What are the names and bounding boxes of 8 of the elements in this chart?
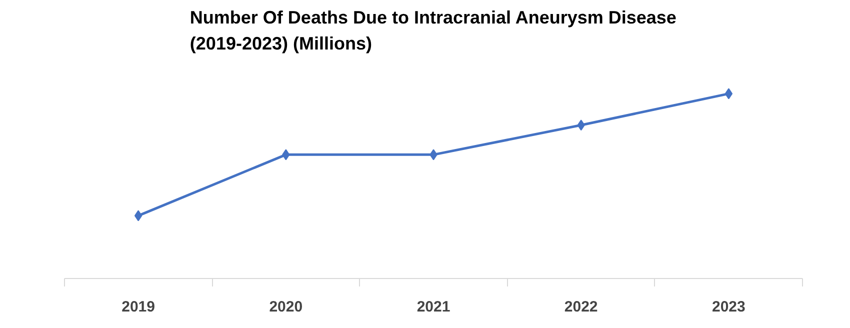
x-tick-label: 2022 [564, 298, 598, 316]
x-tick-label: 2021 [416, 298, 450, 316]
chart-title: Number Of Deaths Due to Intracranial Aneurysm Disease (2019-2023) (Millions) [190, 8, 676, 54]
x-tick-label: 2020 [269, 298, 303, 316]
point [724, 88, 733, 100]
x-tick-label: 2023 [712, 298, 746, 316]
x-tick-label: 2019 [122, 298, 155, 316]
point [134, 210, 142, 222]
